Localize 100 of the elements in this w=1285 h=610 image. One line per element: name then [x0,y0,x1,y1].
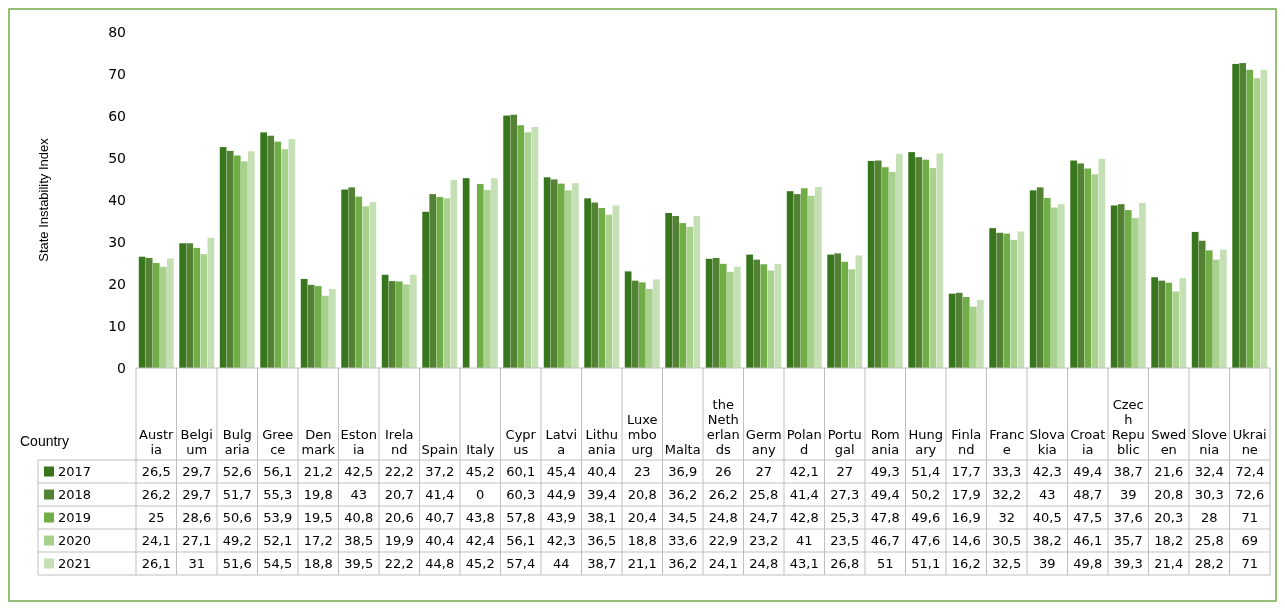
bar [402,284,410,368]
data-label: 39 [1038,556,1056,572]
data-label: 34,5 [668,510,698,526]
data-label: 38,2 [1032,533,1062,549]
data-label: 31 [188,556,206,572]
bar [355,196,363,368]
legend-label: 2018 [58,487,92,503]
data-label: 36,5 [587,533,617,549]
bar [429,194,437,368]
bar [1077,163,1085,368]
x-tick-label: Estonia [340,427,377,457]
y-axis-title: State Instability Index [36,137,51,262]
bar [1043,197,1051,368]
x-tick-label: Slovenia [1191,427,1228,457]
bar [240,161,248,368]
y-tick-label: 20 [108,275,126,292]
bar [591,202,599,368]
data-label: 19,5 [303,510,333,526]
bar [807,195,815,368]
data-label: 16,9 [951,510,981,526]
bar [896,153,903,368]
data-label: 26,2 [708,487,738,503]
legend-label: 2019 [58,510,92,526]
data-label: 39,5 [344,556,374,572]
data-label: 28,6 [182,510,212,526]
bar [1158,280,1166,368]
data-label: 50,2 [911,487,941,503]
x-tick-label: Denmark [301,427,336,457]
bar [1124,210,1132,368]
x-tick-label: the Netherlands [706,397,740,457]
x-tick-label: Finland [951,427,982,457]
bar [915,157,923,368]
bar [422,211,429,368]
x-tick-label: France [989,427,1025,457]
data-label: 17,9 [951,487,981,503]
x-tick-label: Greece [262,427,294,457]
data-label: 52,1 [263,533,293,549]
data-label: 53,9 [263,510,293,526]
bar [955,292,963,368]
bar [329,289,336,368]
data-label: 23 [633,464,651,480]
bar [1232,63,1239,368]
data-label: 36,2 [668,556,698,572]
bar [557,183,565,368]
data-label: 71 [1241,510,1259,526]
data-label: 47,6 [911,533,941,549]
bar [653,279,660,368]
bar [888,171,896,368]
data-label: 24,1 [141,533,171,549]
bar [929,168,937,368]
x-tick-label: Poland [786,427,822,457]
data-label: 23,5 [830,533,860,549]
bar [1205,250,1213,368]
data-label: 46,7 [870,533,900,549]
data-label: 50,6 [222,510,252,526]
data-label: 18,8 [303,556,333,572]
bar [167,258,174,368]
data-label: 43 [1038,487,1056,503]
data-label: 47,5 [1073,510,1103,526]
data-label: 72,4 [1235,464,1265,480]
data-label: 32,4 [1194,464,1224,480]
bar [760,264,768,368]
y-tick-label: 60 [108,107,126,124]
bar [564,190,572,368]
data-label: 41 [795,533,813,549]
bar [503,115,510,368]
data-label: 42,5 [344,464,374,480]
data-label: 27,3 [830,487,860,503]
bar [1131,218,1139,368]
legend-label: 2017 [58,464,92,480]
data-label: 42,1 [789,464,819,480]
bar [834,253,842,368]
data-label: 26,2 [141,487,171,503]
bar [307,284,315,368]
bar [483,189,491,368]
bar [989,228,996,368]
data-label: 51,6 [222,556,252,572]
data-label: 20,8 [1154,487,1184,503]
bar [969,306,977,368]
bar [281,149,289,368]
bar [1212,259,1220,368]
bar [436,197,444,368]
bar [267,135,275,368]
bar [314,286,322,368]
bar [962,297,970,368]
data-label: 24,8 [749,556,779,572]
bar [767,270,775,368]
data-label: 40,7 [425,510,455,526]
data-label: 40,4 [587,464,617,480]
data-label: 43 [350,487,368,503]
bar [226,150,234,368]
x-tick-label: Hungary [908,427,944,457]
data-label: 48,7 [1073,487,1103,503]
x-tick-label: Italy [466,442,495,457]
bar [1050,207,1058,368]
data-label: 45,2 [465,464,495,480]
x-tick-label: Latvia [545,427,578,457]
bar [631,280,639,368]
data-label: 32,2 [992,487,1022,503]
bar [908,152,915,368]
